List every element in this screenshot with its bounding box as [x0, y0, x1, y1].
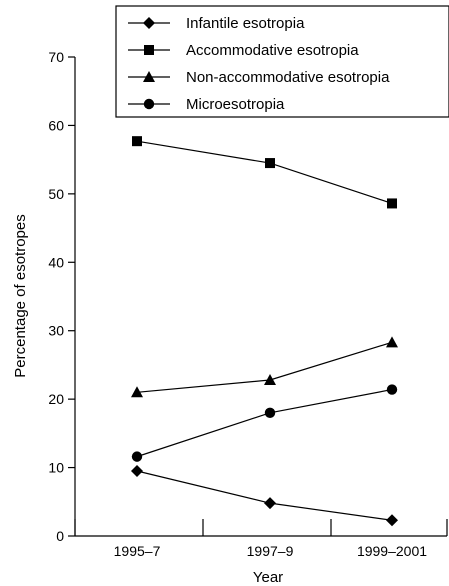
axes	[74, 57, 447, 537]
legend-label: Non-accommodative esotropia	[186, 69, 390, 86]
data-point	[132, 136, 142, 147]
legend-marker	[144, 45, 154, 55]
data-point	[264, 373, 276, 385]
series-line	[136, 470, 393, 521]
y-tick-label: 20	[48, 391, 64, 407]
data-point	[386, 384, 398, 395]
legend-label: Infantile esotropia	[186, 15, 305, 32]
legend-marker	[143, 17, 155, 29]
x-tick-label: 1999–2001	[357, 543, 427, 559]
legend-box	[115, 5, 449, 118]
y-tick-label: 0	[56, 528, 64, 544]
x-tick-label: 1995–7	[114, 543, 161, 559]
y-tick-label: 50	[48, 186, 64, 202]
legend-label: Accommodative esotropia	[186, 42, 359, 59]
y-tick-label: 40	[48, 254, 64, 270]
y-ticks: 0 10 20 30 40 50 60 70	[48, 49, 75, 544]
y-tick-label: 70	[48, 49, 64, 65]
data-point	[131, 451, 143, 462]
legend-item: Non-accommodative esotropia	[128, 69, 390, 86]
data-point	[131, 464, 143, 477]
legend-marker	[143, 98, 155, 110]
y-tick-label: 30	[48, 323, 64, 339]
series-line	[136, 140, 393, 205]
data-point	[386, 336, 398, 348]
data-point	[265, 158, 275, 169]
series-infantile-esotropia	[131, 464, 398, 527]
series-line	[136, 388, 393, 458]
legend-marker	[143, 71, 155, 82]
y-tick-label: 10	[48, 460, 64, 476]
x-axis-title: Year	[253, 569, 283, 586]
series-layer	[131, 136, 398, 527]
x-ticks: 1995–7 1997–9 1999–2001	[74, 519, 448, 559]
data-point	[131, 386, 143, 398]
data-point	[387, 198, 397, 209]
series-non-accommodative-esotropia	[131, 336, 398, 398]
legend: Infantile esotropia Accommodative esotrop…	[115, 5, 449, 118]
data-point	[264, 497, 276, 510]
series-accommodative-esotropia	[132, 136, 397, 209]
y-axis-title: Percentage of esotropes	[12, 214, 29, 377]
legend-item: Microesotropia	[128, 96, 285, 113]
legend-item: Accommodative esotropia	[128, 42, 359, 59]
x-tick-label: 1997–9	[247, 543, 294, 559]
data-point	[264, 407, 276, 419]
data-point	[386, 514, 398, 527]
legend-label: Microesotropia	[186, 96, 285, 113]
y-tick-label: 60	[48, 117, 64, 133]
series-microesotropia	[131, 384, 398, 462]
legend-item: Infantile esotropia	[128, 15, 305, 32]
